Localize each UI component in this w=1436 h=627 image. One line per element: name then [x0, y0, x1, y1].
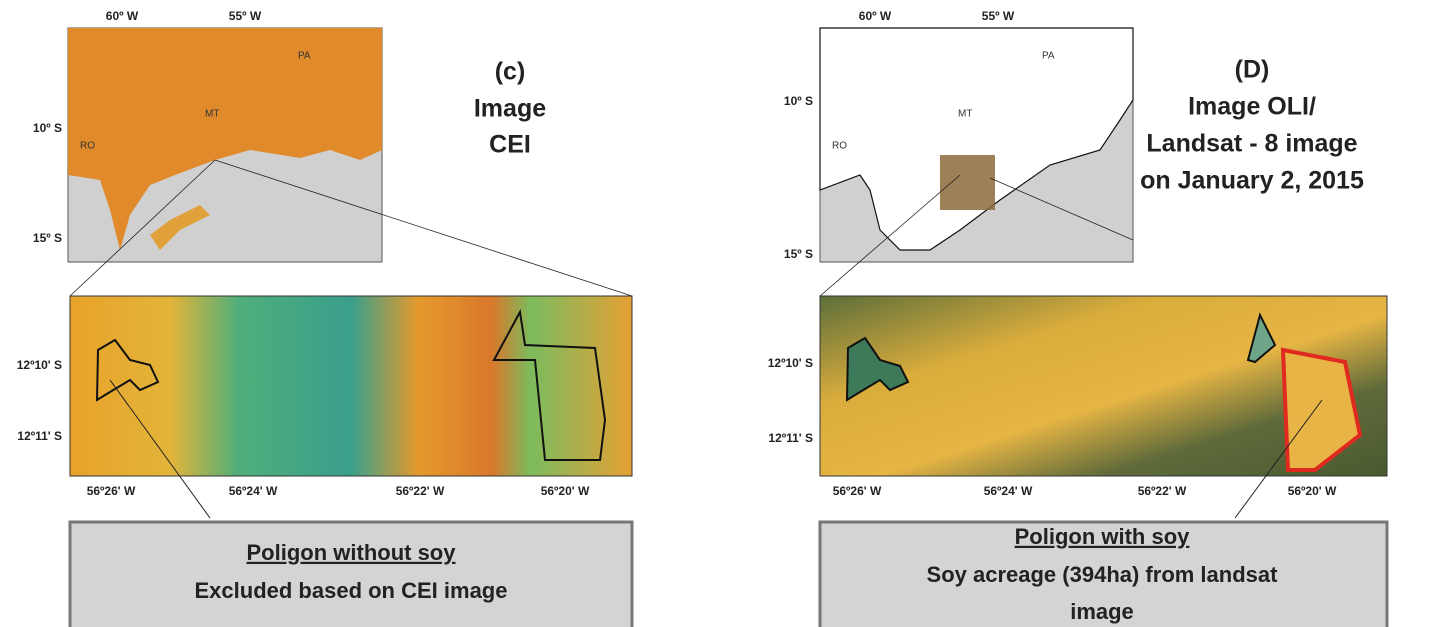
lon-label: 60º W: [106, 9, 139, 23]
figure: 60º W 55º W 10º S 15º S PA MT RO (c) Ima…: [0, 0, 1436, 627]
caption: on January 2, 2015: [1140, 167, 1364, 195]
panel-label: (c): [495, 58, 526, 86]
lat-label: 12º10' S: [17, 358, 62, 372]
detail-map: [70, 296, 632, 476]
panel-d: 60º W 55º W 10º S 15º S PA MT RO (D) Ima…: [768, 9, 1387, 627]
state-label: PA: [298, 51, 311, 62]
lat-label: 12º11' S: [17, 429, 62, 443]
lon-label: 56º26' W: [87, 484, 136, 498]
lat-label: 12º10' S: [768, 356, 813, 370]
lat-label: 15º S: [784, 247, 813, 261]
caption: Image OLI/: [1188, 93, 1316, 121]
lat-label: 12º11' S: [768, 431, 813, 445]
lon-label: 56º20' W: [541, 484, 590, 498]
callout-title: Poligon without soy: [247, 540, 457, 565]
callout-title: Poligon with soy: [1015, 524, 1191, 549]
state-label: MT: [958, 109, 972, 120]
state-label: RO: [832, 141, 847, 152]
scene-footprint: [940, 155, 995, 210]
lon-label: 56º22' W: [396, 484, 445, 498]
lon-label: 56º24' W: [229, 484, 278, 498]
lon-label: 60º W: [859, 9, 892, 23]
caption: Image: [474, 95, 546, 123]
lat-label: 10º S: [33, 121, 62, 135]
lon-label: 56º26' W: [833, 484, 882, 498]
caption: Landsat - 8 image: [1146, 130, 1357, 158]
state-label: PA: [1042, 51, 1055, 62]
lat-label: 15º S: [33, 231, 62, 245]
lon-label: 55º W: [229, 9, 262, 23]
caption: CEI: [489, 131, 531, 159]
lon-label: 56º20' W: [1288, 484, 1337, 498]
callout-text: Soy acreage (394ha) from landsat: [927, 562, 1279, 587]
state-label: MT: [205, 109, 219, 120]
callout-text: image: [1070, 599, 1134, 624]
panel-label: (D): [1235, 56, 1270, 84]
lat-label: 10º S: [784, 94, 813, 108]
lon-label: 56º24' W: [984, 484, 1033, 498]
callout-box: [70, 522, 632, 627]
callout-text: Excluded based on CEI image: [195, 578, 508, 603]
panel-c: 60º W 55º W 10º S 15º S PA MT RO (c) Ima…: [17, 9, 632, 627]
lon-label: 56º22' W: [1138, 484, 1187, 498]
lon-label: 55º W: [982, 9, 1015, 23]
state-label: RO: [80, 141, 95, 152]
